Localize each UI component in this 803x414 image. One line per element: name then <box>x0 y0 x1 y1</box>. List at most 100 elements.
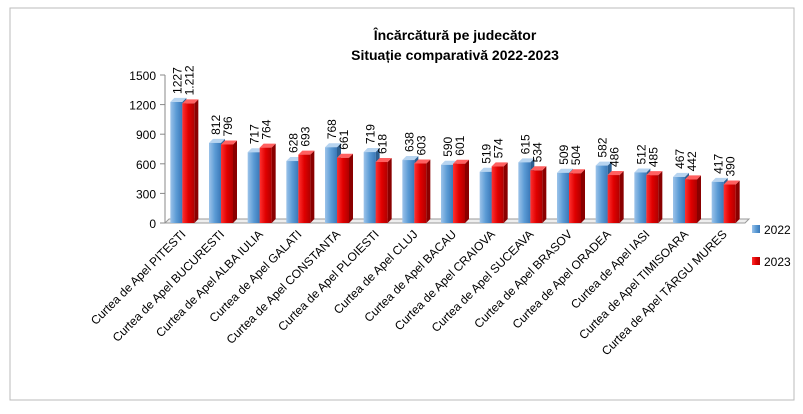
data-label: 486 <box>608 147 622 167</box>
bar <box>557 172 569 223</box>
y-tick-label: 0 <box>149 217 156 231</box>
bar-top <box>325 143 341 148</box>
bar <box>685 179 697 223</box>
chart-title: Încărcătură pe judecător <box>373 26 537 43</box>
bar <box>375 162 388 223</box>
data-label: 812 <box>209 115 223 135</box>
bar <box>607 175 620 223</box>
bar <box>441 164 453 223</box>
bar-top <box>259 143 276 148</box>
bar-top <box>518 158 535 163</box>
bar-top <box>375 158 392 163</box>
bar-side <box>271 143 276 223</box>
bar <box>723 184 736 223</box>
bar-top <box>453 159 469 164</box>
data-label: 768 <box>325 119 339 139</box>
bar <box>325 147 337 223</box>
bar-side <box>658 171 663 223</box>
bar <box>479 171 492 223</box>
bar <box>298 154 311 223</box>
bar <box>711 181 724 223</box>
chart-border <box>9 7 795 401</box>
y-tick-label: 900 <box>136 128 156 142</box>
data-label: 417 <box>712 154 726 174</box>
bar <box>634 172 647 223</box>
bar-top <box>685 175 701 180</box>
legend-label: 2022 <box>764 223 791 237</box>
bar <box>518 162 531 223</box>
legend-label: 2023 <box>764 255 791 269</box>
y-tick-label: 300 <box>136 187 156 201</box>
data-label: 628 <box>286 133 300 153</box>
bar-side <box>735 180 740 223</box>
bar-top <box>491 162 508 167</box>
data-label: 590 <box>441 136 455 156</box>
bar-top <box>337 153 353 158</box>
bar-side <box>503 162 508 223</box>
bar-top <box>711 177 728 182</box>
data-label: 693 <box>298 126 312 146</box>
bar-top <box>646 171 663 176</box>
bar-top <box>298 150 315 155</box>
bar <box>221 144 233 223</box>
legend-swatch <box>752 257 760 265</box>
bar-top <box>557 168 573 173</box>
bar-top <box>209 138 225 143</box>
bar-top <box>363 148 380 153</box>
y-tick-label: 600 <box>136 158 156 172</box>
data-label: 764 <box>260 119 274 139</box>
bar-side <box>619 171 624 223</box>
y-tick-label: 1200 <box>129 99 156 113</box>
bar-side <box>426 159 431 223</box>
bar-side <box>581 169 585 223</box>
data-label: 601 <box>453 135 467 155</box>
bar-side <box>387 158 392 223</box>
data-label: 467 <box>673 149 687 169</box>
data-label: 615 <box>518 134 532 154</box>
data-label: 717 <box>248 124 262 144</box>
bar-top <box>607 171 624 176</box>
data-label: 504 <box>569 145 583 165</box>
bar-side <box>465 159 469 223</box>
bar <box>673 176 685 223</box>
bar-top <box>182 99 199 104</box>
bar <box>337 157 349 223</box>
data-label: 519 <box>480 143 494 163</box>
bar-top <box>170 97 187 102</box>
data-label: 509 <box>557 144 571 164</box>
bar <box>209 142 221 223</box>
data-label: 574 <box>492 138 506 158</box>
bar <box>182 103 195 223</box>
bar <box>453 163 465 223</box>
bar-side <box>233 140 237 223</box>
data-label: 442 <box>685 151 699 171</box>
data-label: 1.212 <box>182 65 196 95</box>
data-label: 485 <box>646 147 660 167</box>
bar-top <box>673 172 689 177</box>
bar-side <box>310 150 315 223</box>
bar <box>595 165 608 223</box>
data-label: 534 <box>530 142 544 162</box>
bar-side <box>349 153 353 223</box>
legend-swatch <box>752 225 760 233</box>
data-label: 638 <box>402 132 416 152</box>
bar-top <box>595 161 612 166</box>
bar <box>491 166 504 223</box>
data-label: 796 <box>221 116 235 136</box>
bar-top <box>402 156 419 161</box>
bar <box>414 163 427 223</box>
data-label: 1227 <box>170 67 184 94</box>
y-tick-label: 1500 <box>129 69 156 83</box>
bar <box>402 160 415 223</box>
bar-top <box>221 140 237 145</box>
bar-side <box>194 99 199 223</box>
bar <box>646 175 659 223</box>
data-label: 582 <box>596 137 610 157</box>
chart-subtitle: Situație comparativă 2022-2023 <box>351 47 559 63</box>
bar <box>569 173 581 223</box>
bar <box>530 170 543 223</box>
data-label: 661 <box>337 129 351 149</box>
bar-side <box>697 175 701 223</box>
bar <box>247 152 260 223</box>
data-label: 719 <box>364 124 378 144</box>
